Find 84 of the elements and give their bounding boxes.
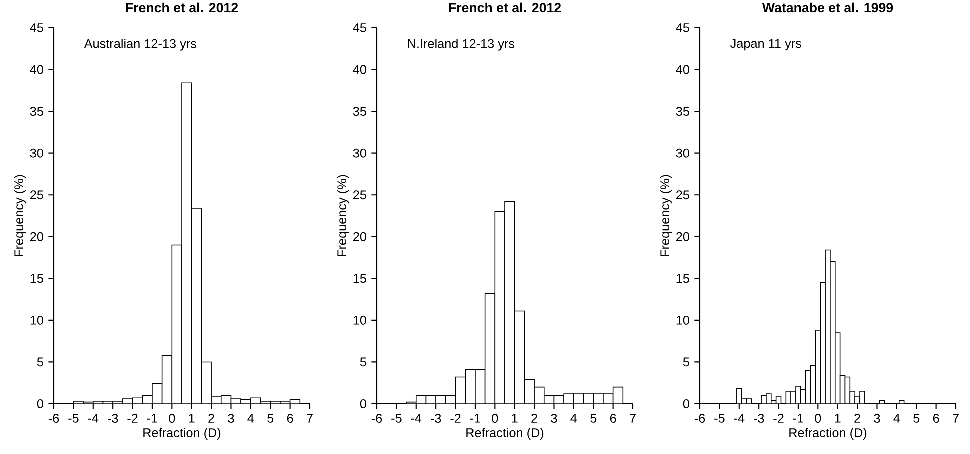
y-tick-label: 45	[353, 24, 366, 32]
y-tick-label: 15	[676, 274, 690, 284]
x-tick-label: 2	[208, 414, 214, 423]
x-tick-label: 2	[854, 414, 860, 423]
y-tick-label: 15	[30, 274, 44, 284]
x-tick-label: -6	[372, 414, 382, 424]
x-tick-label: 1	[835, 414, 841, 423]
x-tick-label: -5	[714, 414, 725, 423]
y-tick-label: 5	[37, 358, 44, 367]
x-tick-label: 0	[815, 414, 822, 424]
y-tick-label: 20	[676, 232, 690, 242]
x-tick-label: -6	[48, 414, 60, 424]
x-tick-label: -3	[108, 414, 118, 424]
x-axis-title: Refraction (D)	[466, 428, 544, 440]
x-tick-label: 1	[189, 414, 195, 423]
chart-title: French et al. 2012	[449, 2, 562, 13]
y-tick-label: 20	[30, 232, 44, 242]
x-tick-label: -1	[793, 414, 804, 423]
y-tick-label: 30	[30, 148, 44, 158]
y-tick-label: 25	[354, 190, 366, 200]
x-tick-label: -5	[68, 414, 79, 423]
x-tick-label: 6	[610, 414, 616, 424]
x-tick-label: 3	[551, 414, 558, 424]
y-tick-label: 25	[676, 190, 690, 200]
y-tick-label: 20	[354, 232, 366, 242]
x-tick-label: -5	[392, 414, 402, 423]
y-tick-label: 30	[676, 148, 690, 158]
x-tick-label: 2	[532, 414, 538, 423]
chart-title: French et al. 2012	[126, 2, 238, 13]
x-axis-title: Refraction (D)	[790, 428, 867, 440]
x-tick-label: -6	[694, 414, 706, 424]
y-axis-title: Frequency (%)	[14, 175, 26, 256]
x-tick-label: -1	[470, 414, 480, 423]
y-tick-label: 5	[683, 358, 690, 367]
x-tick-label: 5	[590, 414, 597, 423]
y-tick-label: 0	[683, 400, 690, 408]
y-tick-label: 45	[30, 24, 44, 32]
x-tick-label: 5	[268, 414, 274, 423]
annotation: Japan 11 yrs	[730, 39, 802, 51]
x-tick-label: 6	[287, 414, 294, 424]
y-tick-label: 5	[360, 358, 366, 367]
x-tick-label: 4	[248, 414, 254, 423]
x-tick-label: 7	[630, 414, 636, 423]
y-axis-title: Frequency (%)	[660, 175, 672, 256]
y-tick-label: 15	[354, 274, 366, 284]
x-tick-label: -1	[147, 414, 158, 423]
annotation: Australian 12-13 yrs	[84, 39, 196, 51]
y-tick-label: 45	[676, 24, 690, 32]
y-tick-label: 0	[360, 400, 366, 408]
chart-title: Watanabe et al. 1999	[762, 2, 894, 13]
x-axis-title: Refraction (D)	[144, 428, 221, 440]
x-tick-label: 7	[307, 414, 313, 423]
y-tick-label: 25	[30, 190, 44, 200]
x-tick-label: -4	[88, 414, 99, 423]
x-tick-label: -3	[754, 414, 764, 424]
y-tick-label: 10	[30, 316, 44, 325]
x-tick-label: 4	[570, 414, 578, 423]
y-tick-label: 0	[37, 400, 44, 408]
x-tick-label: 3	[874, 414, 880, 424]
x-tick-label: -2	[450, 414, 461, 423]
y-tick-label: 30	[353, 148, 366, 158]
y-tick-label: 35	[676, 107, 690, 116]
x-tick-label: -4	[411, 414, 422, 423]
y-tick-label: 10	[676, 316, 690, 325]
x-tick-label: 1	[512, 414, 518, 423]
x-tick-label: 3	[228, 414, 234, 424]
x-tick-label: -4	[734, 414, 745, 423]
x-tick-label: -2	[774, 414, 784, 423]
y-tick-label: 40	[676, 65, 690, 74]
x-tick-label: 4	[894, 414, 900, 423]
y-tick-label: 10	[354, 316, 366, 325]
y-tick-label: 40	[353, 65, 366, 74]
y-tick-label: 35	[30, 107, 44, 116]
x-tick-label: -2	[128, 414, 138, 423]
x-tick-label: 6	[933, 414, 940, 424]
x-tick-label: 5	[914, 414, 920, 423]
x-tick-label: 0	[492, 414, 498, 424]
y-tick-label: 35	[353, 107, 366, 116]
x-tick-label: 0	[169, 414, 176, 424]
x-tick-label: -3	[431, 414, 442, 424]
y-tick-label: 40	[30, 65, 44, 74]
annotation: N.Ireland 12-13 yrs	[408, 39, 515, 51]
x-tick-label: 7	[953, 414, 959, 423]
y-axis-title: Frequency (%)	[337, 175, 350, 256]
